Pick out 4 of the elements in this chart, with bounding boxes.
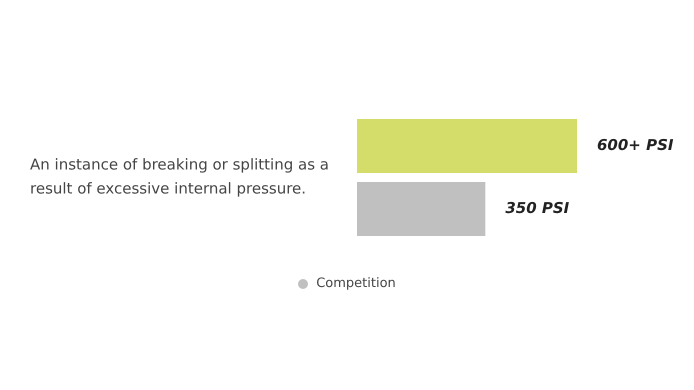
data-label: 350 PSI — [505, 199, 570, 218]
y-tick-label: An instance of breaking or splitting as a result of excessive internal pressure. — [30, 156, 329, 198]
data-label: 600+ PSI — [597, 136, 674, 154]
legend-label: Competition — [316, 276, 396, 291]
